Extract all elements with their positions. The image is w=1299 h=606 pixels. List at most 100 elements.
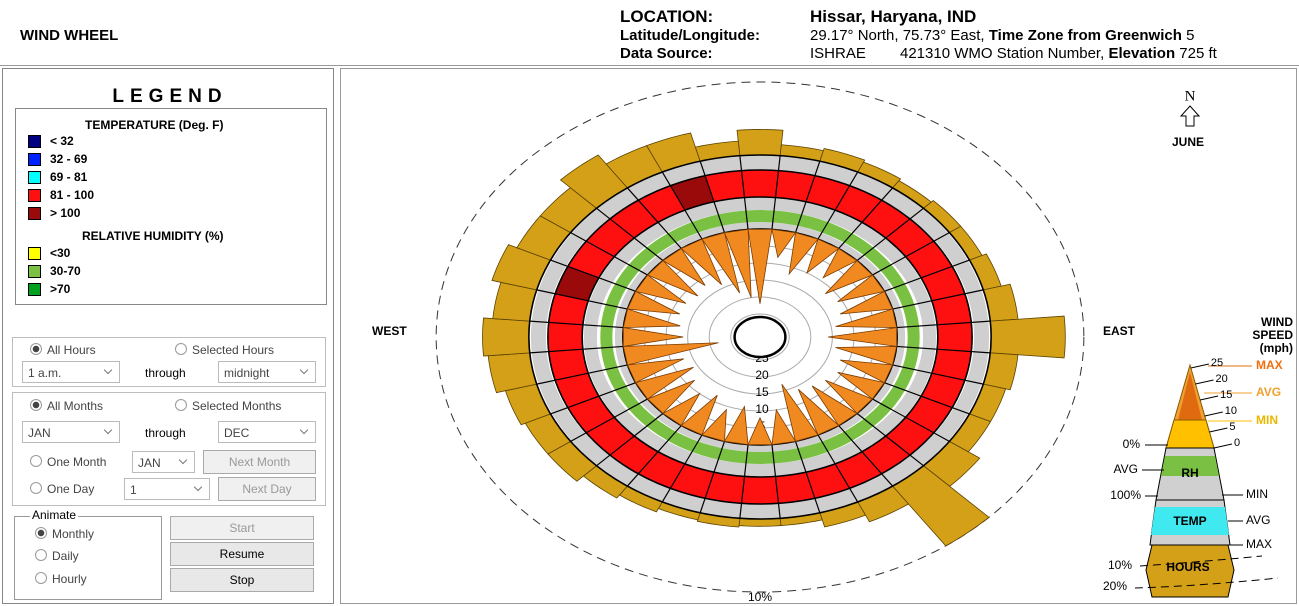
t-min: MIN <box>1246 487 1268 501</box>
speed-spike <box>646 379 695 414</box>
key-scale-label: 25 <box>1211 357 1223 369</box>
month-from[interactable]: JAN <box>22 421 120 443</box>
sector-line <box>699 161 726 233</box>
speed-spike <box>701 232 741 294</box>
key-scale-label: 10 <box>1225 405 1237 417</box>
speed-spike <box>635 274 687 304</box>
speed-spike <box>701 408 727 442</box>
rh-low: 0% <box>1123 437 1141 451</box>
speed-spike <box>806 238 840 275</box>
speed-tick-label: 20 <box>755 368 769 382</box>
speed-spike <box>662 392 701 427</box>
speed-spike <box>662 247 706 286</box>
h-high: 20% <box>1103 579 1127 593</box>
one-day[interactable]: One Day <box>30 482 94 496</box>
sector-line <box>739 444 749 519</box>
sector-line <box>529 320 624 329</box>
all-hours[interactable]: All Hours <box>30 343 96 357</box>
speed-spike <box>622 308 681 329</box>
hours-ring-label: 10% <box>748 590 772 604</box>
resume[interactable]: Resume <box>170 542 314 566</box>
sector-line <box>596 207 664 262</box>
hours-dashes <box>1134 555 1279 589</box>
sector-line <box>856 207 924 262</box>
sector-line <box>596 412 664 467</box>
sector-line <box>771 155 781 230</box>
ring-outline <box>622 228 898 446</box>
location: Hissar, Haryana, IND <box>810 7 977 26</box>
key-scale-line <box>1195 379 1214 385</box>
header-rule <box>0 65 1299 66</box>
rh-ring <box>600 210 920 464</box>
key-scale-line <box>1209 427 1228 433</box>
speed-spike <box>840 359 894 384</box>
start[interactable]: Start <box>170 516 314 540</box>
key-max: MAX <box>1256 358 1283 372</box>
speed-spike <box>747 229 773 304</box>
speed-tick-label: 15 <box>755 385 769 399</box>
speed-spike <box>635 366 694 400</box>
swatch <box>28 247 41 260</box>
location-label: LOCATION: <box>620 7 714 26</box>
latlon-line: 29.17° North, 75.73° East, Time Zone fro… <box>810 27 1194 44</box>
speed-spike <box>680 238 723 285</box>
speed-spike <box>747 416 773 445</box>
speed-spike <box>771 408 797 446</box>
selected-months[interactable]: Selected Months <box>175 399 281 413</box>
speed-spike <box>835 308 898 328</box>
app-title: WIND WHEEL <box>20 27 119 44</box>
speed-spike <box>828 327 898 347</box>
rh-min-ring <box>614 222 906 452</box>
rh-title: RELATIVE HUMIDITY (%) <box>82 229 224 243</box>
key-min: MIN <box>1256 413 1278 427</box>
speed-spike <box>622 342 719 366</box>
west: WEST <box>372 324 407 338</box>
sector-line <box>896 345 991 354</box>
sector-line <box>570 398 648 442</box>
legend-title: LEGEND <box>112 86 228 107</box>
swatch <box>28 283 41 296</box>
day-select[interactable]: 1 <box>124 478 210 500</box>
temp-band <box>1151 507 1229 535</box>
stop[interactable]: Stop <box>170 568 314 592</box>
speed-spike <box>680 394 718 436</box>
sector-line <box>872 232 950 276</box>
all-months[interactable]: All Months <box>30 399 103 413</box>
month-to[interactable]: DEC <box>218 421 316 443</box>
monthly[interactable]: Monthly <box>35 527 94 541</box>
month-select[interactable]: JAN <box>132 451 195 473</box>
speed-spike <box>788 232 819 276</box>
speed-spike <box>622 327 684 347</box>
hour-to[interactable]: midnight <box>218 361 316 383</box>
one-month[interactable]: One Month <box>30 455 106 469</box>
legend-label: <30 <box>50 246 71 260</box>
next-day[interactable]: Next Day <box>218 477 316 501</box>
sector-line <box>896 320 991 329</box>
hourly[interactable]: Hourly <box>35 572 87 586</box>
rh-high: 100% <box>1110 488 1141 502</box>
h-low: 10% <box>1108 558 1132 572</box>
t-avg: AVG <box>1246 513 1270 527</box>
legend-label: >70 <box>50 282 71 296</box>
sector-line <box>699 441 726 513</box>
speed-spike <box>811 385 858 427</box>
legend-label: 81 - 100 <box>50 188 95 202</box>
sector-line <box>794 441 821 513</box>
swatch <box>28 171 41 184</box>
selected-hours[interactable]: Selected Hours <box>175 343 274 357</box>
speed-spike <box>797 389 840 436</box>
sector-line <box>892 364 984 385</box>
sector-line <box>661 434 703 503</box>
daily[interactable]: Daily <box>35 549 79 563</box>
next-month[interactable]: Next Month <box>203 450 316 474</box>
sector-line <box>536 364 628 385</box>
sector-line <box>794 161 821 233</box>
sector-line <box>892 289 984 310</box>
sector-line <box>536 289 628 310</box>
speed-tick-label: 10 <box>755 402 769 416</box>
hours-bar <box>989 315 1066 359</box>
sector-line <box>838 425 894 487</box>
latlon-label: Latitude/Longitude: <box>620 27 760 44</box>
hour-from[interactable]: 1 a.m. <box>22 361 120 383</box>
